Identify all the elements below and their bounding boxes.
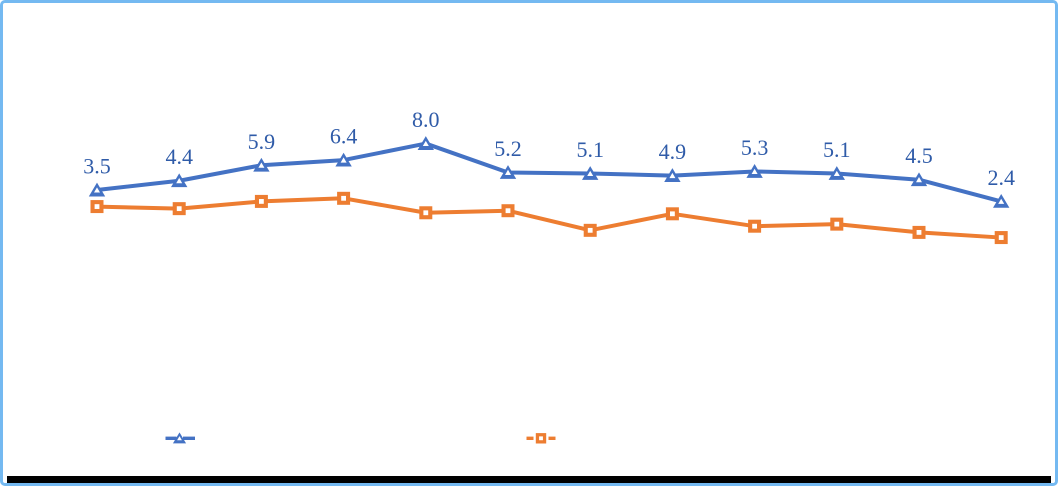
data-label: 5.9 — [248, 129, 276, 154]
blue-triangle-series-marker — [582, 166, 599, 180]
blue-triangle-series-marker — [746, 164, 763, 178]
legend-square-icon — [535, 433, 547, 444]
series-markers — [88, 136, 1010, 245]
orange-square-series-marker — [419, 206, 433, 220]
blue-triangle-series-marker — [171, 173, 188, 188]
blue-triangle-series-marker — [910, 172, 928, 187]
data-label: 2.4 — [987, 165, 1015, 190]
orange-square-series-marker — [748, 219, 762, 233]
bottom-black-bar — [7, 476, 1051, 483]
data-label: 4.4 — [165, 144, 193, 169]
data-label: 4.5 — [905, 143, 933, 168]
orange-square-series-marker — [172, 202, 186, 216]
orange-square-series-marker — [994, 231, 1008, 245]
orange-square-series-marker — [912, 225, 926, 239]
orange-square-series-marker — [830, 217, 844, 231]
orange-square-series-marker — [501, 204, 515, 218]
blue-triangle-series-marker — [253, 157, 270, 172]
data-label: 5.2 — [494, 136, 522, 161]
blue-triangle-series-marker — [828, 166, 845, 180]
legend-triangle-icon — [172, 432, 187, 444]
orange-square-series-marker — [90, 200, 104, 214]
data-label: 8.0 — [412, 107, 440, 132]
blue-series-data-labels: 3.5 4.4 5.9 6.4 8.0 5.2 5.1 4.9 5.3 5.1 4.5 2.4 — [83, 107, 1015, 190]
orange-square-series-marker — [254, 194, 268, 208]
blue-triangle-series-marker — [417, 136, 434, 150]
orange-square-series-marker — [583, 223, 597, 237]
blue-triangle-series-marker — [88, 182, 106, 197]
data-label: 5.1 — [576, 137, 604, 162]
orange-square-series-marker — [337, 191, 351, 205]
data-label: 5.1 — [823, 137, 851, 162]
data-label: 3.5 — [83, 154, 111, 179]
blue-triangle-series-marker — [664, 168, 681, 182]
data-label: 6.4 — [330, 124, 358, 149]
data-label: 4.9 — [659, 139, 687, 164]
blue-triangle-series-marker — [993, 194, 1010, 208]
blue-triangle-series-marker — [499, 165, 517, 179]
blue-triangle-series-line — [95, 141, 1004, 204]
chart-legend — [165, 432, 556, 444]
legend-item-orange-square-series — [526, 433, 556, 444]
orange-square-series-marker — [665, 207, 679, 221]
blue-triangle-series-marker — [335, 152, 352, 167]
legend-item-blue-triangle-series — [165, 432, 195, 444]
data-label: 5.3 — [741, 135, 769, 160]
series-lines — [95, 141, 1004, 240]
orange-square-series-line — [95, 196, 1004, 240]
